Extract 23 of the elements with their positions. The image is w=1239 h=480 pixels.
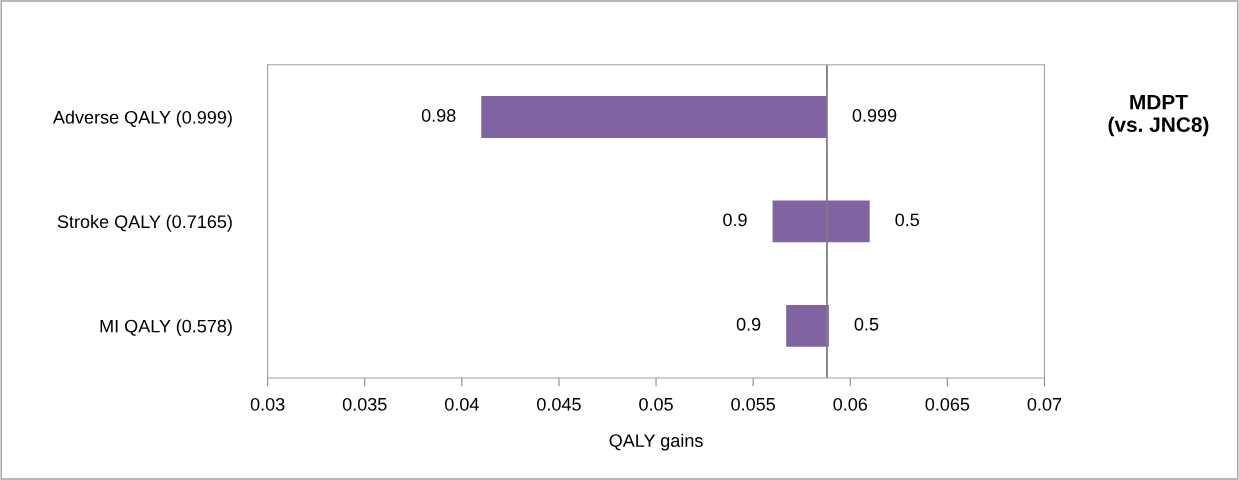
x-axis-title: QALY gains — [609, 433, 703, 451]
x-tick-label: 0.04 — [444, 397, 479, 411]
x-tick-label: 0.035 — [342, 397, 387, 411]
y-tick-label: Adverse QALY (0.999) — [52, 110, 232, 128]
bar — [481, 96, 827, 138]
annotation: 0.9 — [736, 317, 761, 331]
y-tick-label: Stroke QALY (0.7165) — [57, 214, 232, 232]
annotation: 0.5 — [854, 317, 879, 331]
x-tick-label: 0.055 — [731, 397, 775, 411]
x-tick-label: 0.045 — [537, 397, 581, 411]
x-tick-label: 0.065 — [925, 397, 970, 411]
text: MDPT (vs. JNC8) — [1108, 95, 1209, 137]
annotation: 0.98 — [421, 109, 456, 122]
bar — [786, 304, 829, 347]
y-tick-label: MI QALY (0.578) — [100, 319, 232, 337]
annotation: 0.999 — [852, 109, 897, 122]
bar — [772, 200, 870, 243]
x-tick-label: 0.05 — [639, 397, 673, 411]
annotation: 0.9 — [723, 213, 747, 227]
x-tick-label: 0.06 — [833, 397, 868, 411]
x-tick-label: 0.07 — [1027, 397, 1062, 411]
x-tick-label: 0.03 — [250, 397, 285, 411]
annotation: 0.5 — [895, 213, 920, 227]
